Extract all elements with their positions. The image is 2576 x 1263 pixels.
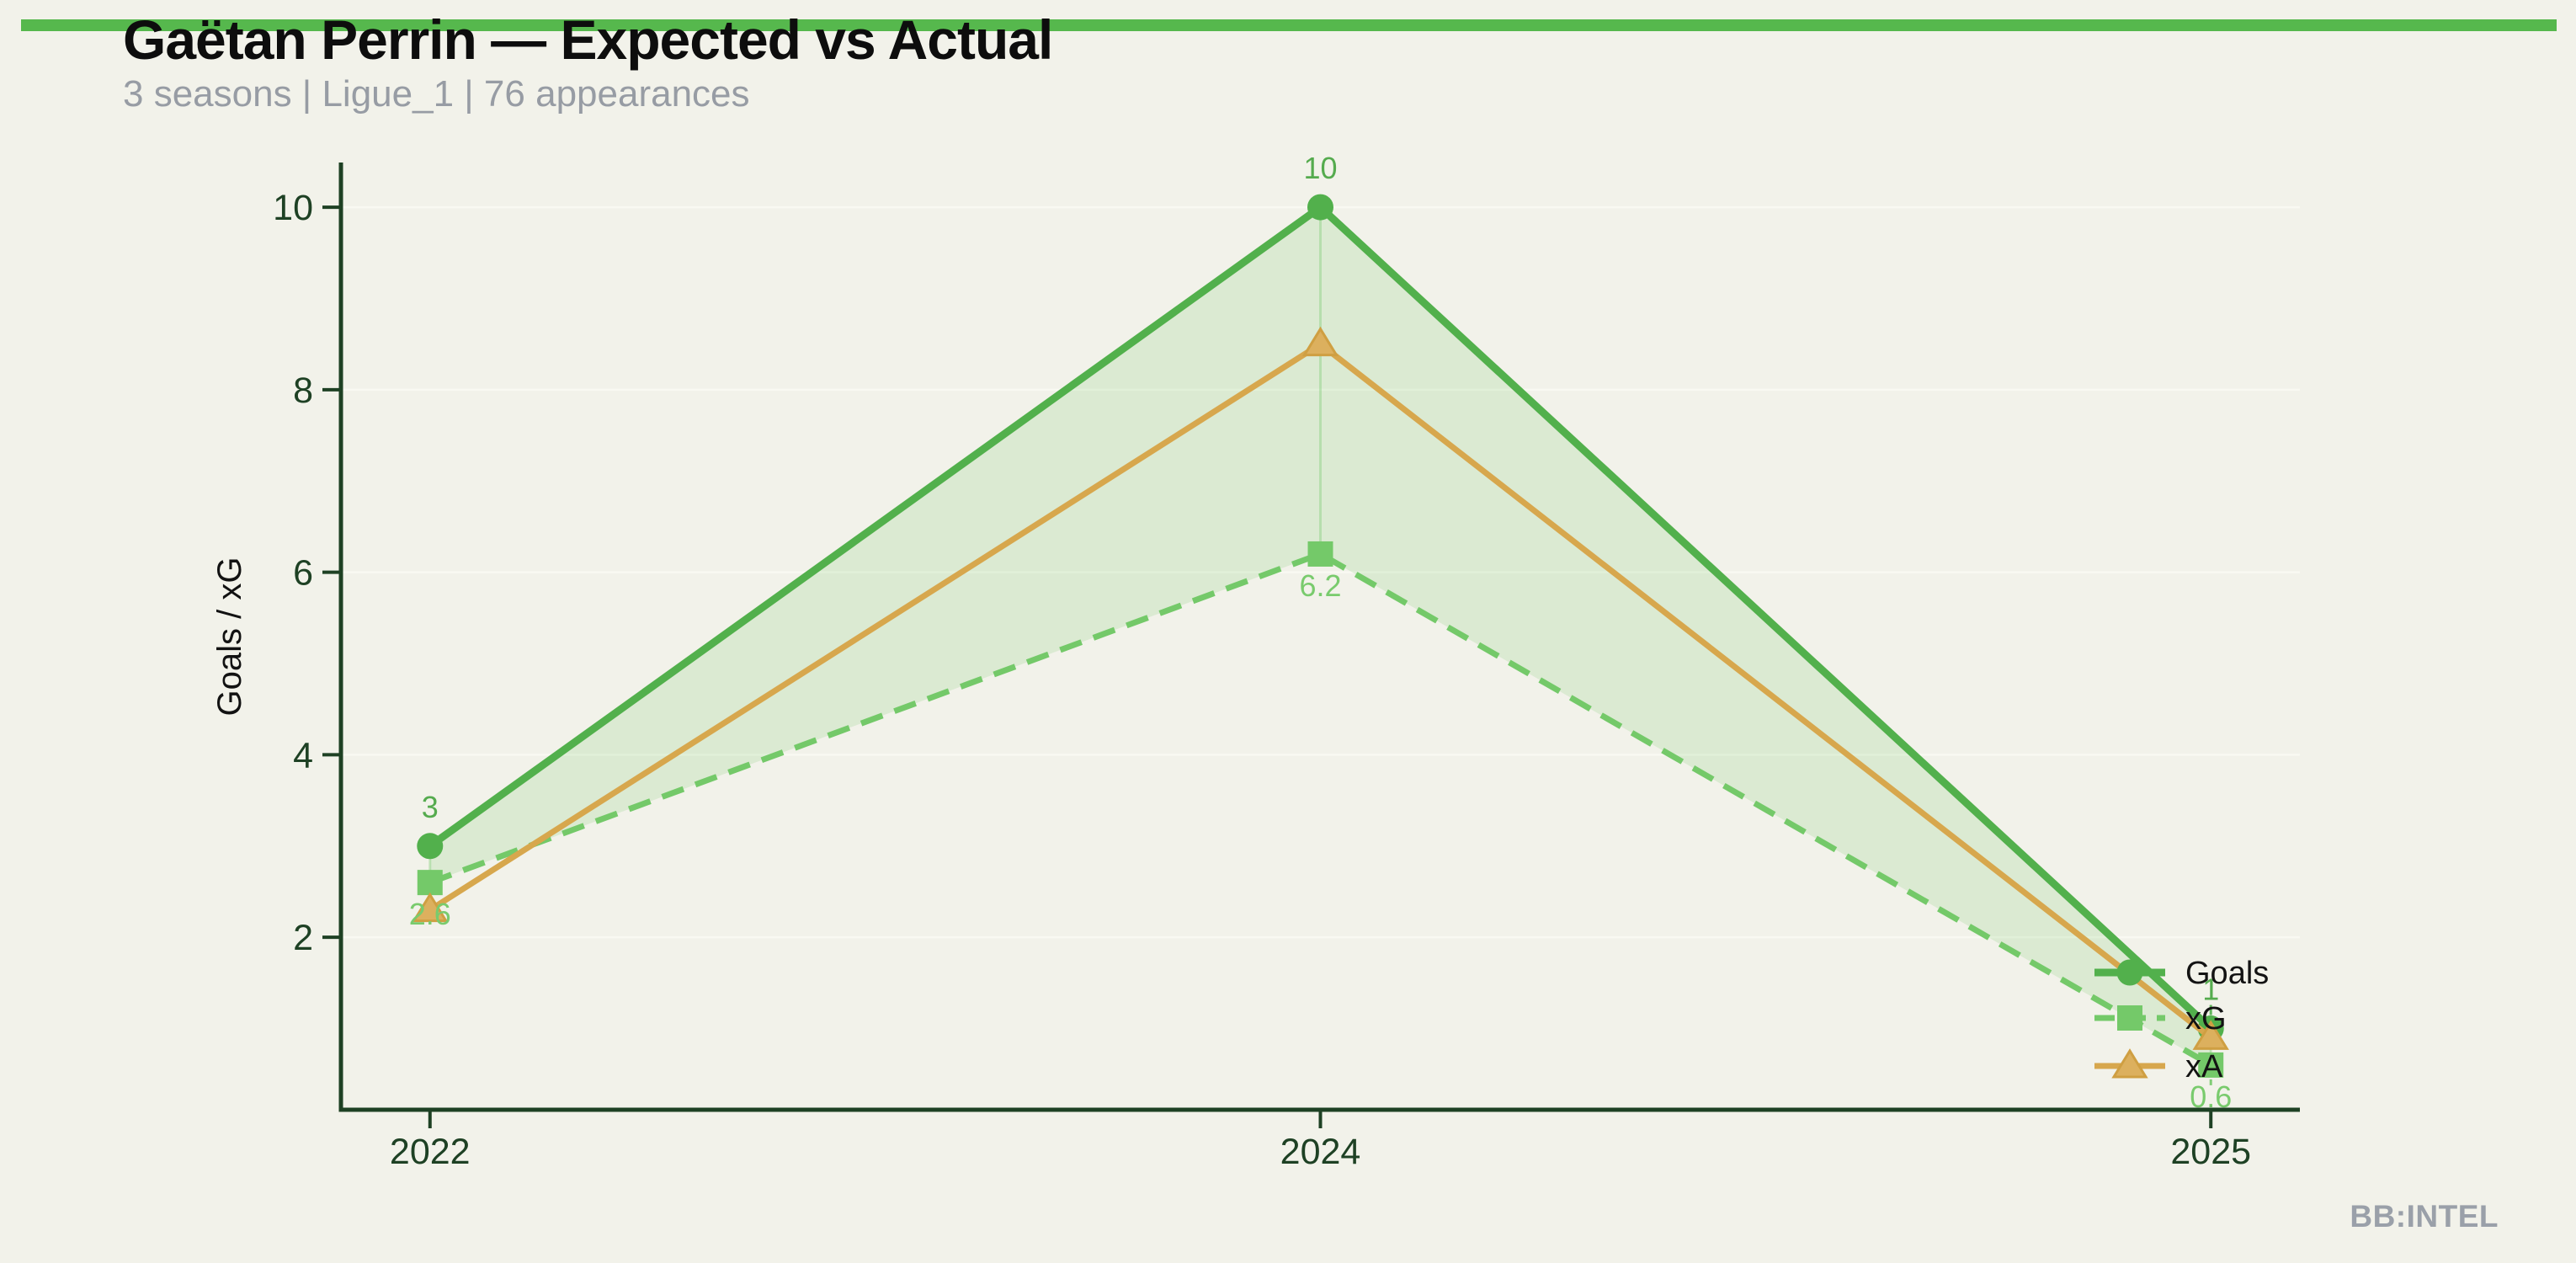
y-axis-label: Goals / xG	[211, 557, 248, 717]
x-tick-label: 2022	[390, 1132, 471, 1172]
goals-marker	[417, 833, 444, 860]
chart-header: Gaëtan Perrin — Expected vs Actual 3 sea…	[123, 8, 1053, 115]
watermark: BB:INTEL	[2350, 1199, 2499, 1234]
fill-area-group	[429, 207, 2211, 1065]
chart-subtitle: 3 seasons | Ligue_1 | 76 appearances	[123, 73, 750, 115]
axis-spines	[338, 163, 2300, 1112]
xg-value-label: 6.2	[1299, 568, 1341, 603]
xa-marker	[1301, 326, 1339, 357]
xg-marker	[1307, 541, 1333, 567]
xa-marker	[2192, 1020, 2229, 1050]
legend-marker-xa	[2111, 1048, 2148, 1079]
axes-group: 2 4 6 8 10 2022 2024 2025	[273, 163, 2300, 1172]
y-tick-label: 10	[273, 188, 313, 228]
legend-label-xa: xA	[2185, 1049, 2223, 1084]
goals-value-label: 1	[2202, 973, 2219, 1007]
goals-value-label: 10	[1303, 151, 1337, 185]
chart-title: Gaëtan Perrin — Expected vs Actual	[123, 8, 1053, 71]
x-tick-label: 2024	[1280, 1132, 1361, 1172]
xg-marker	[2198, 1052, 2224, 1078]
xg-marker	[417, 870, 443, 896]
y-tick-label: 8	[293, 370, 313, 411]
x-tick-label: 2025	[2170, 1132, 2251, 1172]
legend-group: Goals xG xA	[2094, 956, 2269, 1084]
goals-marker	[1307, 194, 1333, 221]
xg-line	[428, 551, 2212, 1068]
top-accent-bar	[21, 19, 2557, 31]
y-tick-label: 2	[293, 918, 313, 958]
xa-marker	[412, 892, 449, 923]
legend-marker-goals	[2116, 959, 2143, 986]
legend-marker-xg	[2117, 1005, 2142, 1031]
series-group	[412, 194, 2229, 1078]
goals-value-label: 3	[422, 790, 439, 824]
legend-label-xg: xG	[2185, 1001, 2227, 1037]
goals-xg-fill-area	[429, 207, 2211, 1065]
xg-value-label: 2.6	[409, 897, 451, 931]
y-tick-label: 4	[293, 735, 313, 775]
y-tick-label: 6	[293, 553, 313, 594]
legend-label-goals: Goals	[2185, 956, 2269, 991]
